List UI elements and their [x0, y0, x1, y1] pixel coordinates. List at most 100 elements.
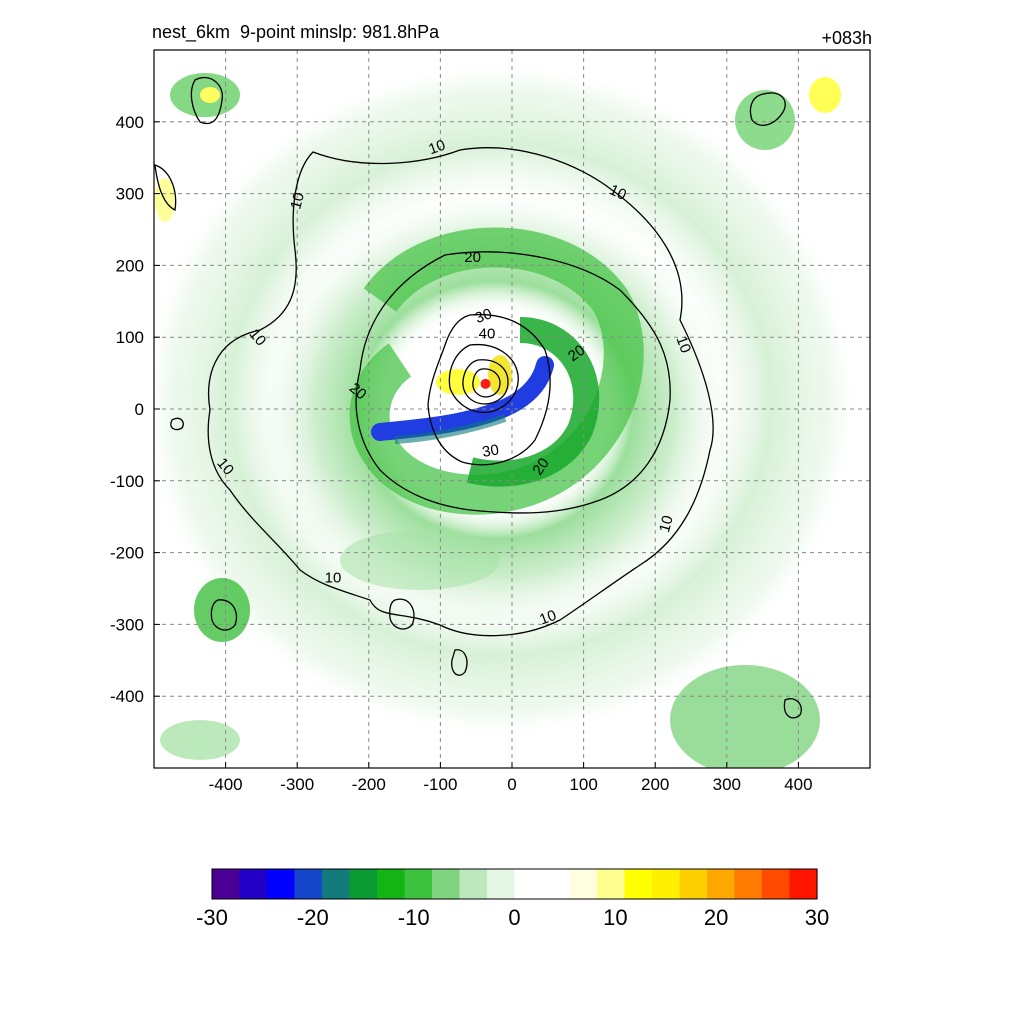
contour-60	[472, 368, 501, 398]
storm-center-marker	[480, 378, 491, 389]
title-left: nest_6km 9-point minslp: 981.8hPa	[152, 22, 440, 42]
contour-40	[448, 343, 519, 414]
contour-label: 10	[537, 607, 558, 629]
contour-50	[462, 359, 509, 405]
contour-label: 20	[346, 380, 370, 404]
colorbar-swatch	[377, 869, 406, 899]
colorbar-swatch	[349, 869, 378, 899]
y-tick-label: 300	[116, 185, 144, 204]
colorbar-swatch	[322, 869, 351, 899]
svg-text:30: 30	[473, 305, 494, 327]
x-tick-label: -100	[423, 775, 457, 794]
y-tick-label: 200	[116, 256, 144, 275]
title-right: +083h	[821, 28, 872, 48]
contour-20	[355, 251, 671, 514]
contour-label: 20	[565, 342, 588, 365]
svg-text:10: 10	[325, 570, 342, 587]
contour-label: 10	[325, 570, 342, 587]
contour-label: 10	[426, 137, 447, 159]
y-tick-label: -400	[110, 687, 144, 706]
contour-label: 10	[287, 191, 308, 212]
contour-30	[427, 313, 551, 466]
svg-text:10: 10	[426, 137, 447, 159]
colorbar-swatch	[239, 869, 268, 899]
contour-island	[154, 164, 177, 211]
x-tick-label: 200	[641, 775, 669, 794]
colorbar-tick-label: -30	[196, 905, 228, 930]
y-tick-label: 0	[135, 400, 144, 419]
colorbar-swatch	[569, 869, 598, 899]
contour-island	[389, 598, 415, 630]
contour-label: 20	[464, 249, 481, 266]
colorbar-swatch	[624, 869, 653, 899]
contour-lines	[154, 76, 802, 719]
colorbar-swatch	[652, 869, 681, 899]
svg-text:20: 20	[464, 249, 481, 266]
y-tick-label: 100	[116, 328, 144, 347]
colorbar-swatch	[459, 869, 488, 899]
x-tick-label: -400	[209, 775, 243, 794]
contour-island	[210, 599, 238, 631]
shaded-field	[154, 50, 870, 768]
svg-text:10: 10	[287, 191, 308, 212]
contour-island	[170, 417, 184, 431]
colorbar-swatch	[404, 869, 433, 899]
contour-label: 10	[246, 326, 270, 350]
colorbar-swatch	[762, 869, 791, 899]
contour-label: 40	[479, 326, 496, 343]
contour-island	[190, 76, 223, 125]
svg-text:10: 10	[656, 514, 677, 535]
colorbar-swatch	[514, 869, 543, 899]
contour-label: 10	[607, 181, 629, 203]
colorbar-tick-label: 10	[603, 905, 627, 930]
y-tick-label: 400	[116, 113, 144, 132]
colorbar-swatch	[597, 869, 626, 899]
colorbar: -30 -20 -10 0 10 20 30	[196, 868, 829, 930]
colorbar-swatch	[267, 869, 296, 899]
svg-text:10: 10	[673, 334, 695, 355]
svg-text:30: 30	[481, 441, 500, 461]
contour-island	[749, 92, 786, 126]
colorbar-tick-label: -10	[398, 905, 430, 930]
colorbar-tick-label: -20	[297, 905, 329, 930]
x-axis-ticks: -400 -300 -200 -100 0 100 200 300 400	[209, 762, 813, 794]
colorbar-swatch	[432, 869, 461, 899]
svg-text:20: 20	[565, 342, 588, 365]
x-tick-label: 300	[713, 775, 741, 794]
contour-label: 10	[673, 334, 695, 355]
colorbar-tick-label: 20	[704, 905, 728, 930]
svg-text:10: 10	[607, 181, 629, 203]
contour-island	[451, 649, 468, 676]
x-tick-label: 0	[507, 775, 516, 794]
colorbar-tick-label: 30	[805, 905, 829, 930]
colorbar-swatch	[734, 869, 763, 899]
colorbar-swatch	[542, 869, 571, 899]
y-axis-ticks: -400 -300 -200 -100 0 100 200 300 400	[110, 113, 160, 706]
x-tick-label: 100	[569, 775, 597, 794]
x-tick-label: -200	[352, 775, 386, 794]
contour-label: 10	[656, 514, 677, 535]
contour-label: 10	[213, 455, 237, 479]
colorbar-swatch	[679, 869, 708, 899]
colorbar-swatch	[707, 869, 736, 899]
y-tick-label: -100	[110, 472, 144, 491]
contour-label: 30	[481, 441, 500, 461]
colorbar-swatch	[212, 869, 241, 899]
x-tick-label: -300	[280, 775, 314, 794]
contour-label: 30	[473, 305, 494, 327]
contour-island	[783, 698, 802, 719]
colorbar-swatch	[789, 869, 818, 899]
y-tick-label: -200	[110, 544, 144, 563]
colorbar-swatch	[487, 869, 516, 899]
y-tick-label: -300	[110, 615, 144, 634]
contour-label: 20	[529, 455, 552, 478]
contour-10	[207, 147, 714, 637]
svg-text:40: 40	[479, 326, 496, 343]
svg-text:10: 10	[537, 607, 558, 629]
colorbar-swatch	[294, 869, 323, 899]
colorbar-tick-label: 0	[508, 905, 520, 930]
svg-text:20: 20	[529, 455, 552, 478]
x-tick-label: 400	[784, 775, 812, 794]
